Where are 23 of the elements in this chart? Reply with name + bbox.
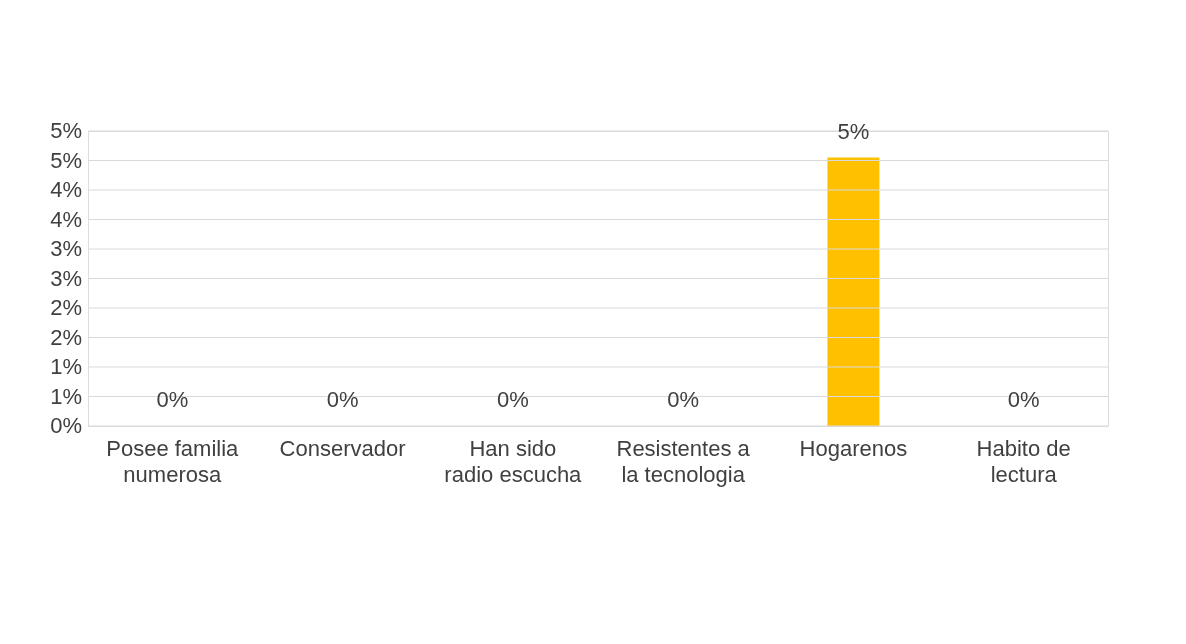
data-label: 0% xyxy=(667,387,700,412)
x-tick-label: Resistentes a la tecnologia xyxy=(616,435,751,487)
y-tick-label: 1% xyxy=(50,383,82,409)
y-tick-label: 4% xyxy=(50,206,82,232)
y-tick-label: 2% xyxy=(50,324,82,350)
data-label: 0% xyxy=(496,387,529,412)
x-tick-label: Habito de lectura xyxy=(976,435,1071,487)
y-tick-label: 4% xyxy=(50,177,82,202)
y-tick-label: 1% xyxy=(50,354,82,379)
data-label: 0% xyxy=(326,387,359,412)
data-label: 0% xyxy=(1007,387,1040,412)
data-label: 5% xyxy=(837,118,870,144)
y-tick-label: 3% xyxy=(50,236,82,261)
y-tick-label: 0% xyxy=(50,413,82,438)
x-tick-label: Hogarenos xyxy=(799,435,908,461)
y-tick-label: 5% xyxy=(50,118,82,143)
data-label: 0% xyxy=(156,387,189,412)
x-tick-label: Han sido radio escucha xyxy=(444,435,583,487)
y-tick-label: 5% xyxy=(50,147,82,173)
x-tick-label: Posee familia numerosa xyxy=(106,435,240,487)
y-tick-label: 2% xyxy=(50,295,82,320)
x-tick-label: Conservador xyxy=(279,435,406,461)
y-tick-label: 3% xyxy=(50,265,82,291)
